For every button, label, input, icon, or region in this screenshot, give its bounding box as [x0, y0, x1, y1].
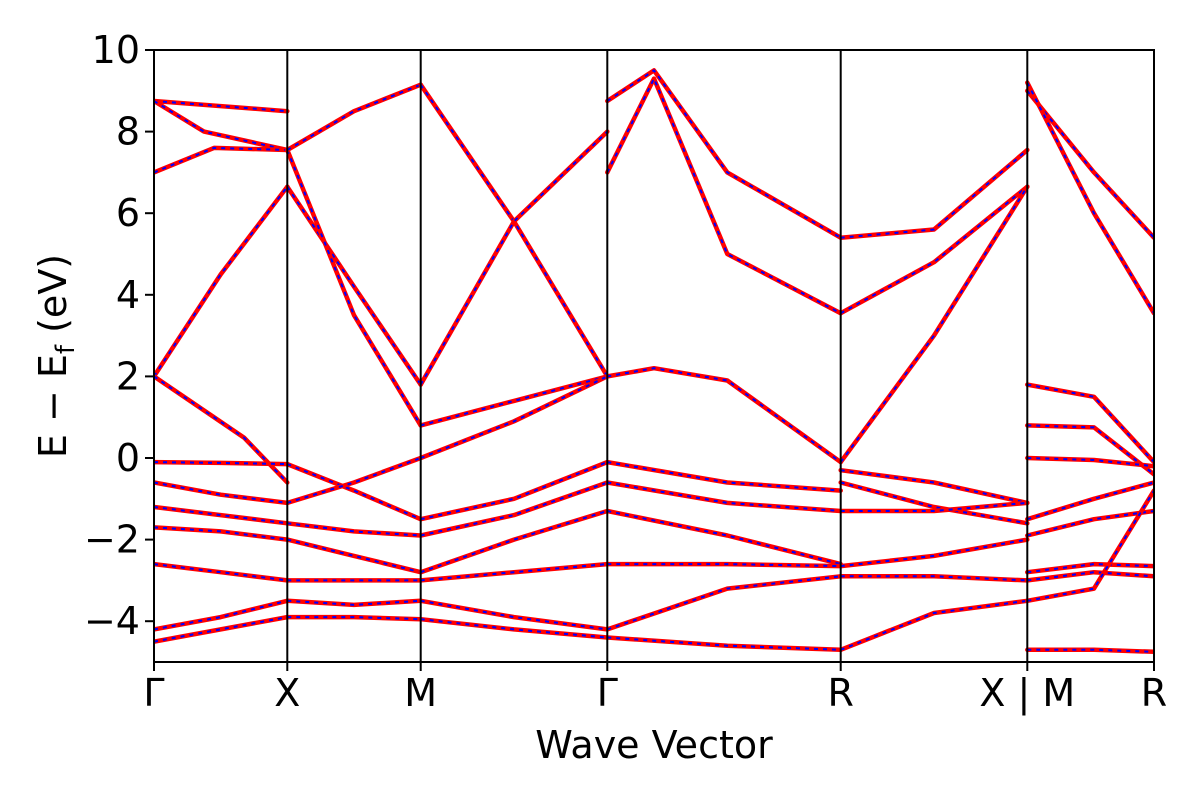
- band-line-overlay: [154, 375, 289, 484]
- band-line-overlay: [840, 538, 1028, 568]
- band-line: [154, 480, 290, 506]
- band-line-overlay: [286, 463, 422, 521]
- band-line-overlay: [420, 510, 608, 574]
- band-line-overlay: [286, 149, 422, 426]
- band-line: [605, 459, 843, 493]
- band-line-overlay: [1027, 490, 1154, 602]
- band-line: [285, 537, 423, 575]
- band-line-overlay: [607, 367, 842, 463]
- band-line: [418, 598, 610, 632]
- bands-layer: [154, 68, 1154, 655]
- band-line-overlay: [286, 186, 422, 386]
- band-line-overlay: [420, 375, 608, 459]
- band-line-overlay: [1027, 383, 1154, 463]
- band-line: [838, 467, 1030, 506]
- band-line-overlay: [606, 575, 841, 631]
- y-tick-label: 4: [116, 273, 140, 317]
- band-line: [1025, 569, 1154, 583]
- band-line-overlay: [154, 526, 288, 541]
- band-line-overlay: [154, 146, 288, 174]
- y-tick-label: −2: [84, 518, 140, 562]
- band-line-overlay: [154, 100, 288, 151]
- y-tick-label: −4: [84, 599, 140, 643]
- x-tick-label: X | M: [979, 671, 1075, 716]
- band-line-overlay: [840, 575, 1028, 582]
- band-line-overlay: [287, 522, 421, 537]
- x-tick-label: R: [1141, 671, 1167, 715]
- band-line-overlay: [606, 76, 842, 315]
- band-line: [418, 480, 610, 538]
- kpoint-lines: [286, 50, 1029, 662]
- band-line-overlay: [154, 461, 288, 466]
- band-line: [154, 614, 290, 644]
- plot-frame: [153, 49, 1155, 663]
- y-axis-label-subscript: f: [51, 344, 81, 354]
- band-line-overlay: [420, 563, 608, 582]
- band-line-overlay: [840, 599, 1028, 651]
- x-axis-label: Wave Vector: [535, 723, 773, 767]
- x-tick-label: X: [274, 671, 300, 715]
- band-line-overlay: [287, 616, 421, 621]
- x-tick-label: Γ: [597, 671, 618, 715]
- y-tick-label: 10: [92, 28, 140, 72]
- band-line-overlay: [1027, 648, 1154, 653]
- band-line-overlay: [607, 510, 841, 566]
- y-tick-label: 2: [116, 354, 140, 398]
- band-line: [285, 82, 423, 153]
- y-axis-label-main: E − E: [31, 354, 75, 458]
- band-line-overlay: [607, 563, 841, 568]
- band-line: [154, 184, 290, 379]
- band-line: [418, 129, 610, 387]
- band-line-overlay: [1027, 457, 1154, 468]
- band-line: [838, 184, 1030, 316]
- band-line: [838, 480, 1030, 526]
- y-axis: −4 −2 0 2 4 6 8 10: [84, 28, 154, 643]
- band-line-overlay: [1026, 82, 1154, 314]
- band-line: [838, 184, 1030, 465]
- band-line-overlay: [154, 563, 288, 582]
- band-line: [605, 480, 843, 514]
- band-line-overlay: [607, 636, 841, 651]
- y-tick-label: 0: [116, 436, 140, 480]
- band-line-overlay: [154, 100, 288, 113]
- y-axis-label-unit: (eV): [31, 254, 75, 345]
- band-line-overlay: [287, 599, 421, 606]
- x-tick-label: M: [404, 671, 437, 715]
- band-line: [1025, 561, 1154, 575]
- y-tick-label: 8: [116, 110, 140, 154]
- x-tick-label: R: [827, 671, 853, 715]
- band-line-overlay: [1027, 510, 1154, 537]
- band-line-overlay: [840, 501, 1028, 512]
- band-line: [154, 598, 290, 632]
- band-line-overlay: [606, 69, 842, 239]
- band-line-overlay: [1027, 481, 1154, 521]
- band-line-overlay: [840, 149, 1028, 239]
- band-line-overlay: [287, 457, 422, 504]
- band-line-overlay: [420, 618, 608, 639]
- x-axis: Γ X M Γ R X | M R: [143, 662, 1167, 716]
- band-line: [418, 374, 610, 428]
- band-line-overlay: [154, 506, 288, 525]
- band-line-overlay: [1027, 424, 1154, 476]
- band-line-overlay: [420, 461, 608, 521]
- band-line-overlay: [1026, 90, 1154, 239]
- x-tick-label: Γ: [143, 671, 164, 715]
- y-tick-label: 6: [116, 191, 140, 235]
- y-axis-label: E − Ef (eV): [31, 254, 81, 458]
